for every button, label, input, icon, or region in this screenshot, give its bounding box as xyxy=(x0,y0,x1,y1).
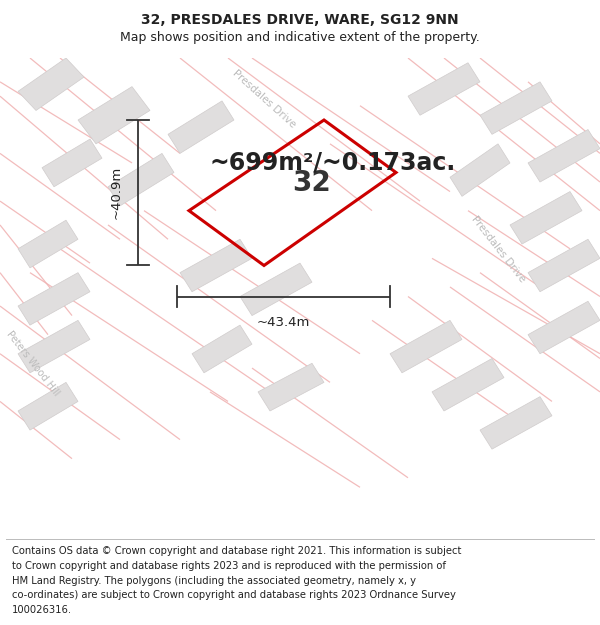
Text: Presdales Drive: Presdales Drive xyxy=(230,68,298,129)
Polygon shape xyxy=(18,272,90,325)
Text: Map shows position and indicative extent of the property.: Map shows position and indicative extent… xyxy=(120,31,480,44)
Text: 32: 32 xyxy=(292,169,331,197)
Polygon shape xyxy=(510,191,582,244)
Polygon shape xyxy=(18,220,78,268)
Polygon shape xyxy=(18,382,78,430)
Polygon shape xyxy=(480,82,552,134)
Polygon shape xyxy=(528,129,600,182)
Polygon shape xyxy=(78,87,150,144)
Text: 100026316.: 100026316. xyxy=(12,605,72,615)
Polygon shape xyxy=(42,139,102,187)
Polygon shape xyxy=(18,321,90,373)
Polygon shape xyxy=(528,239,600,292)
Polygon shape xyxy=(450,144,510,196)
Text: HM Land Registry. The polygons (including the associated geometry, namely x, y: HM Land Registry. The polygons (includin… xyxy=(12,576,416,586)
Polygon shape xyxy=(390,321,462,373)
Polygon shape xyxy=(528,301,600,354)
Text: co-ordinates) are subject to Crown copyright and database rights 2023 Ordnance S: co-ordinates) are subject to Crown copyr… xyxy=(12,591,456,601)
Polygon shape xyxy=(168,101,234,153)
Polygon shape xyxy=(480,397,552,449)
Polygon shape xyxy=(408,62,480,115)
Text: Peters Wood Hill: Peters Wood Hill xyxy=(5,329,61,398)
Text: Contains OS data © Crown copyright and database right 2021. This information is : Contains OS data © Crown copyright and d… xyxy=(12,546,461,556)
Polygon shape xyxy=(192,325,252,373)
Text: 32, PRESDALES DRIVE, WARE, SG12 9NN: 32, PRESDALES DRIVE, WARE, SG12 9NN xyxy=(141,12,459,27)
Polygon shape xyxy=(18,58,84,111)
Text: ~699m²/~0.173ac.: ~699m²/~0.173ac. xyxy=(210,151,456,175)
Polygon shape xyxy=(258,363,324,411)
Text: Presdales Drive: Presdales Drive xyxy=(469,214,527,284)
Text: ~43.4m: ~43.4m xyxy=(257,316,310,329)
Text: ~40.9m: ~40.9m xyxy=(110,166,123,219)
Polygon shape xyxy=(108,153,174,206)
Polygon shape xyxy=(432,359,504,411)
Polygon shape xyxy=(240,263,312,316)
Text: to Crown copyright and database rights 2023 and is reproduced with the permissio: to Crown copyright and database rights 2… xyxy=(12,561,446,571)
Polygon shape xyxy=(180,239,252,292)
